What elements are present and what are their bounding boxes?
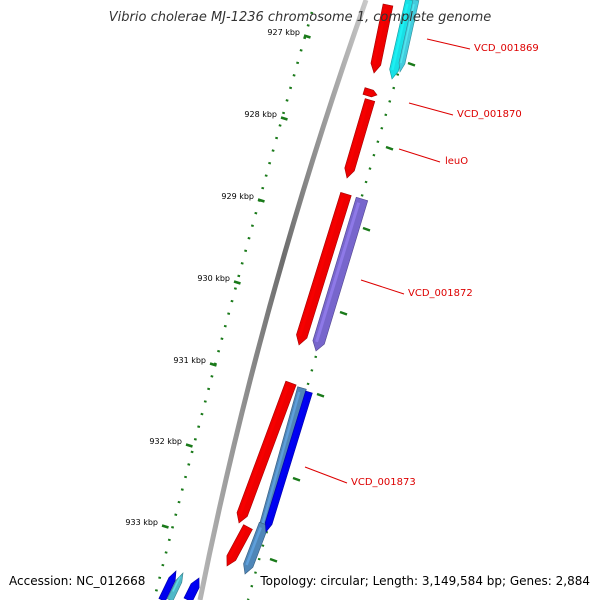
major-tick: [303, 34, 311, 39]
major-tick: [185, 443, 193, 448]
scale-dots: [152, 11, 416, 600]
genome-summary-text: Topology: circular; Length: 3,149,584 bp…: [260, 574, 590, 588]
gene-arrow-highlight: [245, 527, 262, 566]
gene-arrow-highlight: [391, 3, 409, 71]
chromosome-backbone: [197, 0, 369, 600]
gene-features: [158, 0, 420, 600]
inner-tick: [407, 61, 416, 67]
gene-arrow-highlight: [172, 576, 181, 592]
gene-arrow-highlight: [228, 529, 246, 558]
gene-arrow-highlight: [315, 202, 361, 343]
gene-blue-d: [183, 577, 200, 600]
gene-arrow-highlight: [346, 103, 369, 170]
gene-arrow-highlight: [372, 8, 387, 65]
gene-red-vcd001869: [370, 3, 394, 74]
major-tick: [209, 362, 217, 367]
gene-cyan-b: [398, 0, 420, 73]
gene-label: leuO: [445, 156, 468, 167]
gene-red-vcd001872: [296, 191, 352, 346]
gene-label: VCD_001872: [408, 288, 473, 299]
gene-arrow-body: [226, 524, 253, 567]
gene-red-b: [226, 524, 253, 567]
gene-label: VCD_001869: [474, 43, 539, 54]
tick-label: 933 kbp: [125, 518, 158, 527]
gene-red-leuO: [344, 98, 376, 179]
callout-line: [360, 279, 405, 295]
gene-arrow-highlight: [164, 574, 174, 592]
scale-ticks: 927 kbp 928 kbp 929 kbp 930 kbp 931 kbp 932 k…: [125, 28, 416, 563]
gene-label: VCD_001870: [457, 109, 522, 120]
gene-blue-vcd001873: [264, 390, 313, 533]
inner-tick: [292, 476, 301, 482]
callout-line: [426, 38, 471, 50]
gene-arrow-highlight: [365, 92, 373, 96]
tick-label: 931 kbp: [173, 356, 206, 365]
gene-blue-c: [158, 570, 177, 600]
gene-arrow-body: [236, 380, 297, 524]
tick-label: 927 kbp: [267, 28, 300, 37]
map-title: Vibrio cholerae MJ-1236 chromosome 1, co…: [108, 10, 492, 25]
inner-tick: [269, 557, 278, 563]
gene-labels: VCD_001869 VCD_001870 leuO VCD_001872 VCD_00…: [304, 38, 539, 488]
major-tick: [257, 198, 265, 203]
callout-line: [304, 466, 348, 484]
gene-purple-vcd001872: [312, 196, 369, 352]
tick-label: 930 kbp: [197, 274, 230, 283]
tick-label: 928 kbp: [244, 110, 277, 119]
gene-red-a: [236, 380, 297, 524]
gene-arrow-body: [362, 87, 378, 98]
major-tick: [280, 116, 288, 121]
inner-tick: [339, 310, 348, 316]
tick-label: 932 kbp: [149, 437, 182, 446]
inner-tick: [316, 392, 325, 398]
gene-arrow-body: [398, 0, 420, 73]
callout-line: [408, 102, 454, 116]
backbone-arc: [197, 0, 369, 600]
callout-line: [398, 148, 441, 163]
gene-arrow-highlight: [261, 391, 301, 524]
gene-arrow-highlight: [189, 580, 197, 593]
tick-label: 929 kbp: [221, 192, 254, 201]
gene-arrow-highlight: [298, 197, 345, 337]
inner-tick: [385, 145, 394, 151]
gene-teal-c: [166, 572, 184, 600]
accession-text: Accession: NC_012668: [9, 574, 146, 588]
inner-tick: [362, 226, 371, 232]
gene-arrow-highlight: [239, 386, 289, 515]
gene-red-vcd001870: [362, 87, 378, 98]
gene-arrow-highlight: [266, 395, 308, 524]
gene-label: VCD_001873: [351, 477, 416, 488]
major-tick: [233, 280, 241, 285]
gene-arrow-highlight: [400, 4, 415, 64]
major-tick: [161, 524, 169, 529]
gene-arrow-body: [264, 390, 313, 533]
outer-dotted-track: [152, 11, 314, 600]
